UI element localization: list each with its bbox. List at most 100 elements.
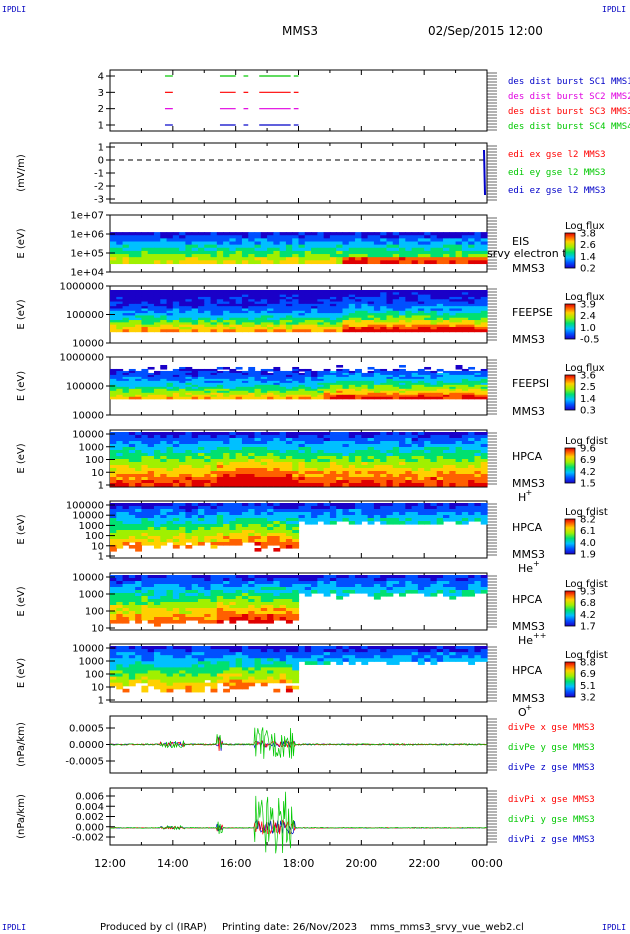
feeps-i-cell (172, 394, 180, 398)
feeps-e-cell (380, 317, 388, 321)
hpca-he-panel-cell (461, 521, 469, 525)
eis-cell (468, 247, 476, 252)
hpca-h-panel-cell (197, 444, 205, 448)
hpca-he2-panel-cell (317, 575, 325, 579)
feeps-e-cell (411, 308, 419, 312)
eis-cell (210, 244, 218, 249)
feeps-e-cell (468, 315, 476, 319)
hpca-h-panel-cell (461, 483, 469, 487)
feeps-i-cell (197, 392, 205, 396)
feeps-i-cell (235, 386, 243, 390)
feeps-e-cell (260, 329, 268, 333)
hpca-he-panel-cell (216, 542, 224, 546)
hpca-he-panel-cell (135, 536, 143, 540)
feeps-e-cell (260, 320, 268, 323)
hpca-he2-panel-cell (298, 578, 306, 582)
hpca-h-panel-cell (480, 453, 488, 457)
hpca-he-panel-cell (285, 512, 293, 516)
hpca-he-panel-colorbar (564, 518, 576, 555)
hpca-he-panel-cell (273, 518, 281, 522)
feeps-e-cell (336, 306, 344, 310)
eis-cell (185, 257, 193, 261)
hpca-h-panel-cell (248, 447, 256, 451)
feeps-e-cell (417, 326, 425, 330)
hpca-he-panel-cell (292, 518, 300, 522)
eis-cell (336, 254, 344, 258)
hpca-h-panel-cell (267, 438, 274, 442)
hpca-he-panel-cell (380, 515, 388, 519)
hpca-he-panel-cell (248, 515, 256, 519)
hpca-h-panel-cell (260, 468, 268, 472)
feeps-e-cell (405, 303, 413, 307)
eis-cell (260, 238, 268, 243)
hpca-he-panel-cell (179, 509, 186, 513)
hpca-h-panel-cell (241, 456, 249, 460)
feeps-e-cell (480, 294, 488, 298)
feeps-e-cell (197, 326, 205, 330)
hpca-he-panel-colorbar-tick: 6.1 (580, 526, 596, 537)
hpca-h-panel-cell (166, 471, 174, 475)
hpca-he-panel-cell (197, 527, 205, 531)
hpca-he-panel-cell (197, 539, 205, 543)
hpca-h-panel-cell (166, 456, 174, 460)
eis-cell (336, 257, 344, 261)
feeps-e-cell (147, 310, 155, 314)
feeps-i-cell (329, 384, 337, 388)
hpca-h-panel-cell (317, 450, 325, 454)
hpca-h-panel-cell (172, 468, 180, 472)
hpca-h-panel-cell (135, 483, 143, 487)
hpca-he-panel-cell (185, 545, 193, 549)
feeps-i-cell (166, 392, 174, 396)
hpca-he-panel-cell (254, 509, 262, 513)
hpca-he2-panel-cell (386, 575, 394, 579)
hpca-h-panel-cell (229, 465, 237, 469)
eis-cell (292, 235, 300, 239)
hpca-h-panel-cell (355, 459, 362, 463)
feeps-i-cell (179, 396, 186, 400)
hpca-h-panel-cell (455, 444, 463, 448)
hpca-he-panel-cell (204, 524, 212, 528)
hpca-h-panel-cell (449, 468, 457, 472)
eis-cell (430, 247, 438, 252)
feeps-e-cell (474, 310, 482, 314)
feeps-i-cell (317, 386, 325, 390)
feeps-e-cell (285, 310, 293, 314)
feeps-i-cell (399, 388, 406, 392)
hpca-h-panel-cell (110, 435, 117, 439)
hpca-h-panel-cell (292, 465, 300, 469)
hpca-he-panel-cell (122, 512, 130, 516)
eis-cell (235, 244, 243, 249)
hpca-h-panel-cell (367, 471, 375, 475)
corner-label-bl: IPDLI (2, 923, 26, 932)
eis-cell (153, 247, 161, 252)
eis-cell (443, 257, 450, 261)
feeps-e-cell (455, 294, 463, 298)
hpca-h-panel-cell (116, 444, 124, 448)
hpca-h-panel-cell (166, 480, 174, 484)
hpca-h-panel-cell (373, 480, 381, 484)
hpca-h-panel-cell (204, 465, 212, 469)
feeps-e-cell (235, 290, 243, 293)
feeps-e-cell (292, 308, 300, 312)
feeps-i-cell (424, 370, 432, 374)
hpca-h-panel-cell (373, 468, 381, 472)
feeps-e-cell (392, 326, 400, 330)
feeps-e-cell (160, 313, 168, 317)
feeps-i-cell (355, 382, 362, 386)
feeps-e-cell (443, 310, 450, 314)
hpca-h-panel-cell (241, 432, 249, 436)
hpca-he2-panel-cell (254, 578, 262, 582)
hpca-h-panel-cell (216, 480, 224, 484)
hpca-h-panel-cell (461, 471, 469, 475)
feeps-e-cell (229, 296, 237, 300)
feeps-e-cell (298, 299, 306, 303)
hpca-h-panel-cell (172, 456, 180, 460)
eis-cell (311, 232, 318, 236)
hpca-he-panel-cell (267, 503, 274, 507)
hpca-h-panel-cell (116, 453, 124, 457)
feeps-i-cell (122, 390, 130, 394)
eis-cell (411, 247, 419, 252)
feeps-i-cell (116, 394, 124, 398)
feeps-i-cell (153, 372, 161, 376)
hpca-h-panel-cell (430, 447, 438, 451)
